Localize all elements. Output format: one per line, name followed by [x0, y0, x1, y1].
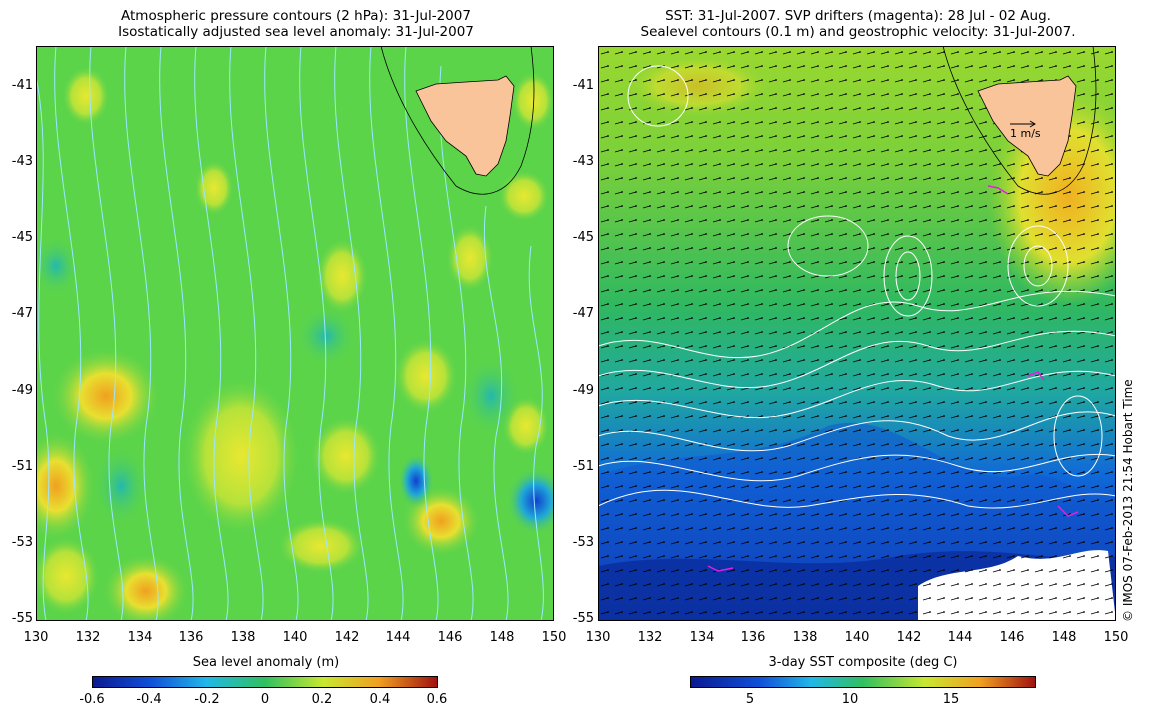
colorbar-tick: 5: [745, 692, 755, 707]
lat-tick: -53: [11, 535, 33, 550]
colorbar-tick: 0: [260, 692, 270, 707]
velocity-scale-arrowhead: [1029, 120, 1036, 128]
right-title: SST: 31-Jul-2007. SVP drifters (magenta)…: [598, 8, 1118, 40]
colorbar-tick: 10: [841, 692, 859, 707]
lon-tick: 132: [637, 630, 663, 645]
lat-tick: -47: [572, 306, 594, 321]
lon-tick: 134: [127, 630, 153, 645]
lat-tick: -55: [11, 611, 33, 626]
lat-tick: -45: [11, 230, 33, 245]
colorbar-tick: -0.4: [136, 692, 162, 707]
lon-tick: 142: [334, 630, 360, 645]
lat-tick: -49: [572, 383, 594, 398]
lon-tick: 148: [489, 630, 515, 645]
sst-colorbar-label: 3-day SST composite (deg C): [768, 655, 958, 670]
colorbar-tick: 15: [942, 692, 960, 707]
left-title-line2: Isostatically adjusted sea level anomaly…: [118, 24, 474, 40]
sst-colorbar: [690, 676, 1036, 688]
lon-tick: 134: [689, 630, 715, 645]
sla-map-frame: [36, 46, 554, 621]
lon-tick: 150: [1103, 630, 1129, 645]
lat-tick: -43: [572, 154, 594, 169]
lat-tick: -53: [572, 535, 594, 550]
lat-tick: -45: [572, 230, 594, 245]
lon-tick: 146: [437, 630, 463, 645]
velocity-scale-label: 1 m/s: [1010, 127, 1041, 140]
lon-tick: 138: [792, 630, 818, 645]
lon-tick: 144: [385, 630, 411, 645]
lat-tick: -47: [11, 306, 33, 321]
drifter-tracks: [707, 185, 1079, 572]
credit-text: © IMOS 07-Feb-2013 21:54 Hobart Time: [1121, 379, 1135, 622]
lat-tick: -49: [11, 383, 33, 398]
lat-tick: -43: [11, 154, 33, 169]
colorbar-tick: -0.2: [194, 692, 220, 707]
lon-tick: 148: [1051, 630, 1077, 645]
lon-tick: 130: [585, 630, 611, 645]
lon-tick: 144: [947, 630, 973, 645]
lat-tick: -41: [11, 78, 33, 93]
lat-tick: -51: [572, 459, 594, 474]
lon-tick: 132: [75, 630, 101, 645]
lon-tick: 146: [999, 630, 1025, 645]
sla-map: [36, 46, 554, 621]
lon-tick: 140: [844, 630, 870, 645]
lat-tick: -55: [572, 611, 594, 626]
left-title-line1: Atmospheric pressure contours (2 hPa): 3…: [121, 8, 471, 24]
sla-anomaly-blobs: [36, 66, 554, 621]
colorbar-tick: 0.2: [311, 692, 333, 707]
lon-tick: 140: [282, 630, 308, 645]
lat-tick: -51: [11, 459, 33, 474]
tasmania-land: [415, 75, 515, 177]
lon-tick: 136: [740, 630, 766, 645]
lon-tick: 130: [23, 630, 49, 645]
sla-colorbar-label: Sea level anomaly (m): [192, 655, 340, 670]
lon-tick: 136: [178, 630, 204, 645]
colorbar-tick: -0.6: [79, 692, 105, 707]
right-title-line2: Sealevel contours (0.1 m) and geostrophi…: [640, 24, 1076, 40]
pressure-contours: [36, 46, 544, 621]
lon-tick: 142: [896, 630, 922, 645]
right-title-line1: SST: 31-Jul-2007. SVP drifters (magenta)…: [665, 8, 1051, 24]
sst-map-frame: [598, 46, 1116, 621]
left-title: Atmospheric pressure contours (2 hPa): 3…: [36, 8, 556, 40]
colorbar-tick: 0.6: [426, 692, 448, 707]
lon-tick: 150: [541, 630, 567, 645]
coast-contour-right: [942, 46, 1097, 195]
sla-colorbar: [92, 676, 438, 688]
coast-contour: [380, 46, 535, 195]
sst-map: 1 m/s: [598, 46, 1116, 621]
lon-tick: 138: [230, 630, 256, 645]
lat-tick: -41: [572, 78, 594, 93]
sealevel-contours: [598, 65, 1116, 509]
colorbar-tick: 0.4: [369, 692, 391, 707]
tasmania-land-right: [977, 75, 1077, 177]
